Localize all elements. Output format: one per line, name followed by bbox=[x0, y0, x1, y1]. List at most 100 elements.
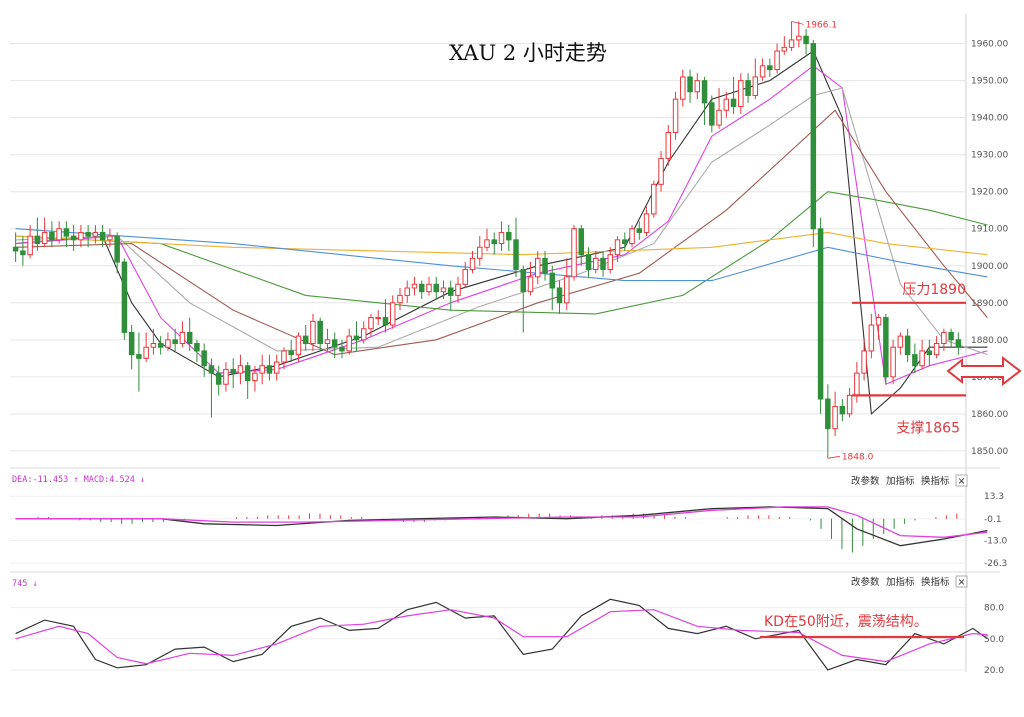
candle bbox=[933, 343, 940, 356]
candle bbox=[92, 231, 99, 237]
candle bbox=[498, 231, 505, 245]
candle bbox=[571, 228, 577, 278]
candle bbox=[556, 287, 563, 304]
macd-panel-buttons: 改参数 加指标 换指标 × bbox=[851, 474, 968, 487]
price-axis: 1960.00 1950.00 1940.00 1930.00 1920.00 1910.… bbox=[971, 40, 1008, 457]
candle bbox=[114, 235, 120, 263]
candle bbox=[136, 354, 142, 359]
candle bbox=[622, 239, 628, 245]
candle bbox=[520, 268, 527, 293]
candle bbox=[767, 65, 773, 71]
candle bbox=[302, 335, 309, 345]
candle bbox=[506, 231, 512, 241]
candle bbox=[484, 239, 490, 248]
candle bbox=[709, 102, 715, 126]
candle bbox=[56, 228, 62, 241]
low-label: 1848.0 bbox=[842, 452, 874, 462]
candle bbox=[85, 231, 91, 237]
close-label: × bbox=[958, 577, 966, 588]
resistance-annotation: 压力1890 bbox=[852, 282, 966, 304]
candle bbox=[346, 335, 352, 352]
candle bbox=[12, 246, 19, 252]
candle bbox=[796, 35, 802, 41]
macd-tick: 13.3 bbox=[984, 492, 1004, 502]
candle bbox=[513, 239, 519, 270]
price-tick: 1960.00 bbox=[971, 40, 1008, 50]
candle bbox=[353, 335, 360, 341]
candle bbox=[564, 276, 570, 304]
candles bbox=[12, 21, 962, 459]
candle bbox=[324, 339, 331, 345]
candle bbox=[70, 235, 77, 241]
low-marker: 1848.0 bbox=[827, 452, 874, 462]
ma-line-2 bbox=[15, 87, 988, 356]
candle bbox=[745, 80, 751, 96]
kd-lines bbox=[15, 598, 988, 671]
candle bbox=[455, 283, 461, 296]
kd-tick: 50.0 bbox=[984, 635, 1004, 645]
candle bbox=[585, 254, 592, 270]
candle bbox=[948, 331, 954, 341]
close-icon[interactable] bbox=[955, 575, 968, 588]
candle bbox=[527, 276, 534, 293]
price-tick: 1950.00 bbox=[971, 77, 1008, 87]
candle bbox=[259, 365, 265, 374]
price-tick: 1930.00 bbox=[971, 151, 1008, 161]
price-tick: 1860.00 bbox=[971, 410, 1008, 420]
candle bbox=[128, 331, 135, 356]
add-indicator-button[interactable]: 加指标 bbox=[886, 475, 915, 487]
candle bbox=[593, 257, 599, 270]
candle bbox=[208, 365, 215, 374]
candle bbox=[941, 331, 947, 345]
macd-lines bbox=[15, 506, 988, 547]
candle bbox=[375, 317, 381, 320]
candle bbox=[317, 320, 323, 345]
close-icon[interactable] bbox=[955, 474, 968, 487]
candle bbox=[295, 335, 302, 356]
change-params-button[interactable]: 改参数 bbox=[851, 576, 880, 588]
panel-frames bbox=[10, 14, 1000, 672]
macd-histogram bbox=[37, 513, 958, 553]
macd-dea-line bbox=[15, 506, 988, 538]
macd-axis: 13.3 -0.1 -13.0 -26.3 bbox=[984, 492, 1008, 569]
price-tick: 1890.00 bbox=[971, 299, 1008, 309]
candle bbox=[201, 350, 207, 367]
candle bbox=[651, 183, 657, 215]
candle bbox=[672, 98, 679, 133]
kd-annotation-label: KD在50附近，震荡结构。 bbox=[764, 614, 928, 630]
kd-tick: 80.0 bbox=[984, 604, 1004, 614]
swap-indicator-button[interactable]: 换指标 bbox=[921, 576, 950, 588]
ma-line-5 bbox=[15, 231, 988, 256]
candle bbox=[629, 228, 635, 245]
candle bbox=[462, 268, 468, 285]
swap-indicator-button[interactable]: 换指标 bbox=[921, 475, 950, 487]
candle bbox=[788, 39, 795, 48]
ma-line-1 bbox=[15, 65, 988, 385]
candle bbox=[404, 287, 410, 296]
candle bbox=[194, 343, 200, 352]
candle bbox=[723, 98, 730, 111]
kd-header: 745 ↓ bbox=[12, 579, 38, 589]
candle bbox=[447, 287, 454, 296]
candle bbox=[382, 317, 389, 326]
price-tick: 1920.00 bbox=[971, 188, 1008, 198]
macd-tick: -26.3 bbox=[984, 559, 1007, 569]
candle bbox=[701, 80, 708, 104]
candle bbox=[172, 339, 178, 345]
candle bbox=[875, 317, 882, 326]
candle bbox=[890, 346, 896, 378]
chart-title: XAU 2 小时走势 bbox=[449, 41, 607, 65]
candle bbox=[759, 65, 766, 78]
candle bbox=[273, 361, 280, 374]
candle bbox=[643, 213, 650, 233]
candle bbox=[883, 317, 889, 378]
candle bbox=[418, 283, 425, 293]
add-indicator-button[interactable]: 加指标 bbox=[886, 576, 915, 588]
change-params-button[interactable]: 改参数 bbox=[851, 475, 880, 487]
candle bbox=[252, 372, 258, 382]
candle bbox=[469, 257, 476, 270]
candle bbox=[281, 350, 287, 363]
kd-grid bbox=[10, 607, 966, 671]
candle bbox=[34, 235, 41, 245]
